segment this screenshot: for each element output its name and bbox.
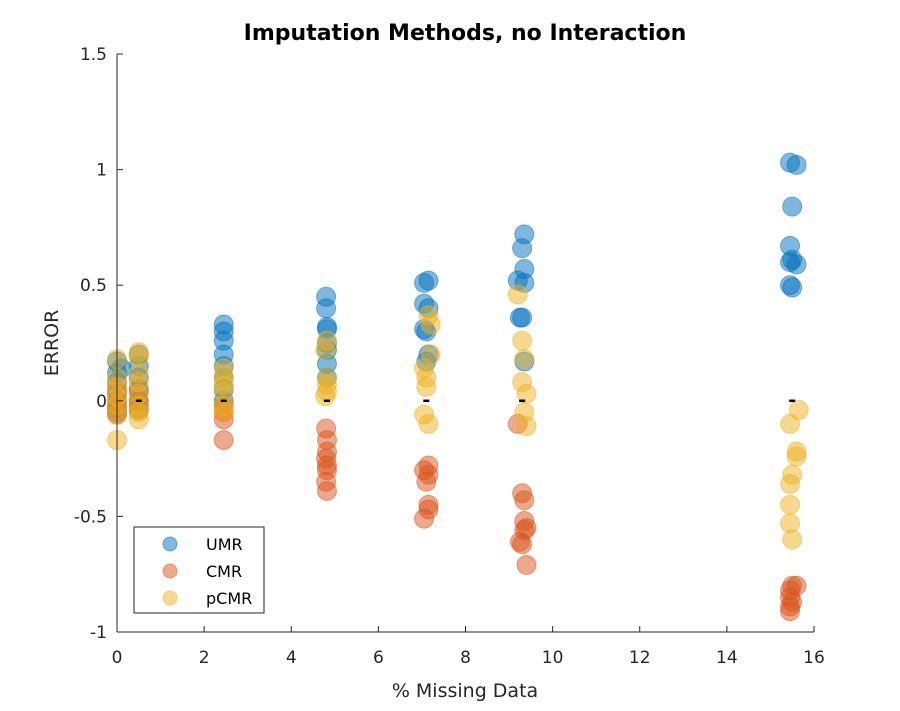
data-point [514, 349, 535, 370]
y-tick-label: 1.5 [80, 45, 107, 65]
data-point [780, 474, 801, 495]
data-point [780, 494, 801, 515]
y-tick-label: 0.5 [80, 276, 107, 296]
data-point [316, 330, 337, 351]
legend-marker-cmr [162, 563, 178, 579]
data-point [780, 413, 801, 434]
x-tick-label: 16 [803, 648, 825, 668]
legend-marker-umr [162, 536, 178, 552]
x-tick-label: 2 [199, 648, 210, 668]
chart-title: Imputation Methods, no Interaction [244, 21, 687, 46]
data-point [420, 314, 441, 335]
data-point [780, 601, 801, 622]
data-point [213, 430, 234, 451]
data-point [782, 529, 803, 550]
data-point [213, 402, 234, 423]
y-tick-label: -1 [90, 623, 107, 643]
data-point [516, 554, 537, 575]
y-tick-label: 1 [96, 161, 107, 181]
legend-marker-pcmr [162, 590, 178, 606]
data-point [516, 416, 537, 437]
y-axis-label: ERROR [41, 310, 63, 377]
x-tick-label: 12 [629, 648, 651, 668]
data-point [786, 154, 807, 175]
legend-box [133, 526, 265, 614]
data-point [316, 480, 337, 501]
data-point [782, 277, 803, 298]
legend-label-pcmr: pCMR [206, 589, 252, 608]
data-point [418, 413, 439, 434]
data-point [416, 471, 437, 492]
data-point [416, 376, 437, 397]
series-pcmr [107, 284, 809, 550]
data-point [514, 490, 535, 511]
x-tick-label: 0 [112, 648, 123, 668]
data-point [315, 386, 336, 407]
data-point [128, 409, 149, 430]
x-axis-label: % Missing Data [392, 680, 538, 702]
data-point [507, 284, 528, 305]
data-point [316, 298, 337, 319]
data-point [514, 224, 535, 245]
x-tick-label: 8 [460, 648, 471, 668]
data-point [418, 270, 439, 291]
data-point [512, 330, 533, 351]
x-tick-label: 4 [286, 648, 297, 668]
x-ticks: 0 2 4 6 8 10 12 14 16 [112, 626, 825, 668]
legend-label-cmr: CMR [206, 562, 242, 581]
legend-label-umr: UMR [206, 535, 243, 554]
x-tick-label: 6 [373, 648, 384, 668]
x-tick-label: 14 [716, 648, 738, 668]
data-point [414, 508, 435, 529]
legend: UMR CMR pCMR [133, 526, 265, 614]
y-tick-label: -0.5 [74, 507, 107, 527]
data-point [786, 446, 807, 467]
data-point [509, 307, 530, 328]
y-tick-label: 0 [96, 392, 107, 412]
data-point [782, 196, 803, 217]
data-point [512, 534, 533, 555]
x-tick-label: 10 [542, 648, 564, 668]
y-ticks: -1 -0.5 0 0.5 1 1.5 [74, 45, 123, 643]
plot-area [107, 152, 809, 622]
data-point [782, 249, 803, 270]
